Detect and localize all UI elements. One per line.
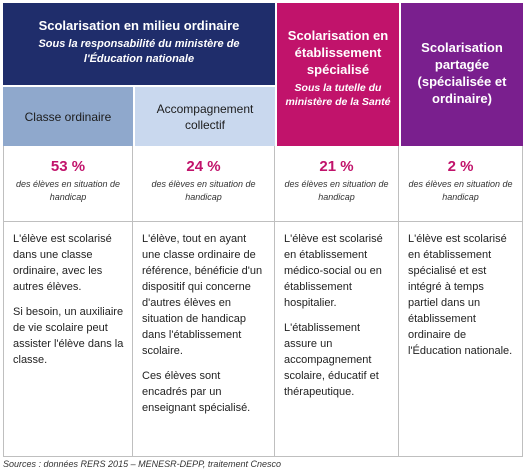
header-specialise-title: Scolarisation en établissement spécialis… [287,28,389,77]
description-paragraph: L'élève, tout en ayant une classe ordina… [142,233,263,357]
description-paragraph: L'élève est scolarisé en établissement m… [284,233,383,309]
subheader-classe-ordinaire: Classe ordinaire [3,85,133,146]
header-specialise-subtitle: Sous la tutelle du ministère de la Santé [285,82,391,108]
description-paragraph: L'élève est scolarisé dans une classe or… [13,233,112,293]
header-etablissement-specialise: Scolarisation en établissement spécialis… [275,3,399,146]
percent-note: des élèves en situation de handicap [151,179,256,202]
percent-cell-partagee: 2 % des élèves en situation de handicap [399,146,523,222]
description-accompagnement: L'élève, tout en ayant une classe ordina… [133,222,275,457]
percent-value: 53 % [50,158,86,175]
subheader-accompagnement-collectif: Accompagnement collectif [133,85,275,146]
header-milieu-ordinaire: Scolarisation en milieu ordinaire Sous l… [3,3,275,85]
source-note: Sources : données RERS 2015 – MENESR-DEP… [3,459,281,469]
description-paragraph: L'établissement assure un accompagnement… [284,322,379,398]
description-specialise: L'élève est scolarisé en établissement m… [275,222,399,457]
description-paragraph: L'élève est scolarisé en établissement s… [408,233,513,357]
percent-cell-specialise: 21 % des élèves en situation de handicap [275,146,399,222]
description-paragraph: Ces élèves sont encadrés par un enseigna… [142,370,251,414]
header-scolarisation-partagee: Scolarisation partagée (spécialisée et o… [399,3,523,146]
percent-note: des élèves en situation de handicap [408,179,513,202]
description-classe: L'élève est scolarisé dans une classe or… [3,222,133,457]
percent-note: des élèves en situation de handicap [284,179,389,202]
percent-value: 24 % [186,158,221,175]
description-paragraph: Si besoin, un auxiliaire de vie scolaire… [13,306,124,366]
percent-value: 2 % [447,158,474,175]
description-partagee: L'élève est scolarisé en établissement s… [399,222,523,457]
percent-note: des élèves en situation de handicap [15,179,121,202]
header-ordinaire-title: Scolarisation en milieu ordinaire [38,18,240,33]
header-partagee-title: Scolarisation partagée (spécialisée et o… [417,40,507,106]
header-ordinaire-subtitle: Sous la responsabilité du ministère de l… [38,38,240,65]
percent-cell-accompagnement: 24 % des élèves en situation de handicap [133,146,275,222]
percent-value: 21 % [319,158,354,175]
percent-cell-classe: 53 % des élèves en situation de handicap [3,146,133,222]
